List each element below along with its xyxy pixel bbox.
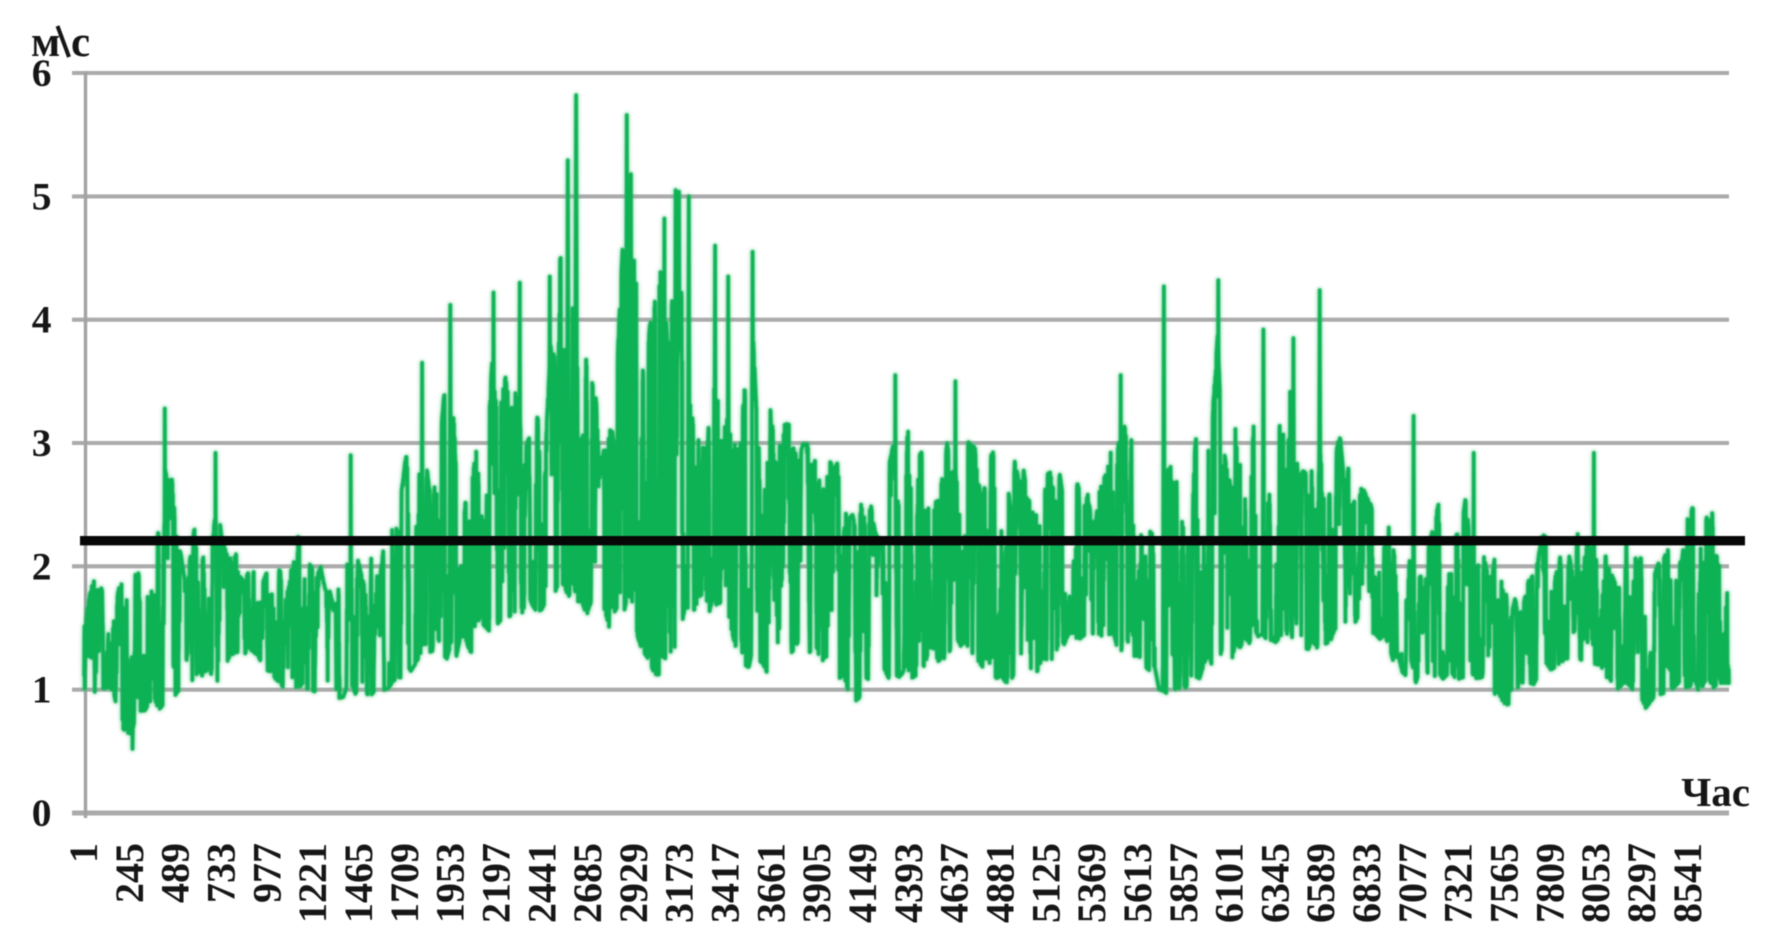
svg-text:1709: 1709 <box>382 843 427 923</box>
svg-text:2197: 2197 <box>474 843 519 923</box>
svg-text:5613: 5613 <box>1115 843 1160 923</box>
svg-text:5125: 5125 <box>1023 843 1068 923</box>
svg-text:Час: Час <box>1681 769 1750 815</box>
svg-text:7321: 7321 <box>1436 843 1481 923</box>
svg-text:1221: 1221 <box>290 843 335 923</box>
svg-text:2441: 2441 <box>519 843 564 923</box>
svg-text:1: 1 <box>61 843 106 863</box>
svg-text:7809: 7809 <box>1527 843 1572 923</box>
svg-text:4393: 4393 <box>886 843 931 923</box>
svg-text:8053: 8053 <box>1573 843 1618 923</box>
svg-text:0: 0 <box>32 791 52 835</box>
svg-text:6833: 6833 <box>1344 843 1389 923</box>
svg-text:5: 5 <box>32 174 52 218</box>
svg-text:2: 2 <box>32 544 52 588</box>
svg-text:6101: 6101 <box>1207 843 1252 923</box>
svg-text:733: 733 <box>199 843 244 903</box>
svg-text:245: 245 <box>107 843 152 903</box>
svg-text:м: м <box>31 19 60 66</box>
svg-text:5369: 5369 <box>1069 843 1114 923</box>
svg-text:1: 1 <box>32 668 52 712</box>
svg-text:7565: 7565 <box>1482 843 1527 923</box>
svg-text:3: 3 <box>32 421 52 465</box>
svg-text:4637: 4637 <box>932 843 977 923</box>
svg-text:3417: 3417 <box>703 843 748 923</box>
svg-text:1953: 1953 <box>428 843 473 923</box>
svg-text:2929: 2929 <box>611 843 656 923</box>
svg-text:4881: 4881 <box>978 843 1023 923</box>
svg-text:7077: 7077 <box>1390 843 1435 923</box>
svg-text:3173: 3173 <box>657 843 702 923</box>
svg-text:8297: 8297 <box>1619 843 1664 923</box>
svg-text:с: с <box>71 19 90 66</box>
svg-text:5857: 5857 <box>1161 843 1206 923</box>
svg-text:6345: 6345 <box>1252 843 1297 923</box>
svg-text:4149: 4149 <box>840 843 885 923</box>
svg-text:489: 489 <box>153 843 198 903</box>
svg-text:2685: 2685 <box>565 843 610 923</box>
svg-text:4: 4 <box>32 298 52 342</box>
svg-text:8541: 8541 <box>1665 843 1710 923</box>
svg-text:1465: 1465 <box>336 843 381 923</box>
svg-text:6: 6 <box>32 51 52 95</box>
svg-text:3661: 3661 <box>748 843 793 923</box>
svg-text:6589: 6589 <box>1298 843 1343 923</box>
svg-text:977: 977 <box>244 843 289 903</box>
svg-text:3905: 3905 <box>794 843 839 923</box>
